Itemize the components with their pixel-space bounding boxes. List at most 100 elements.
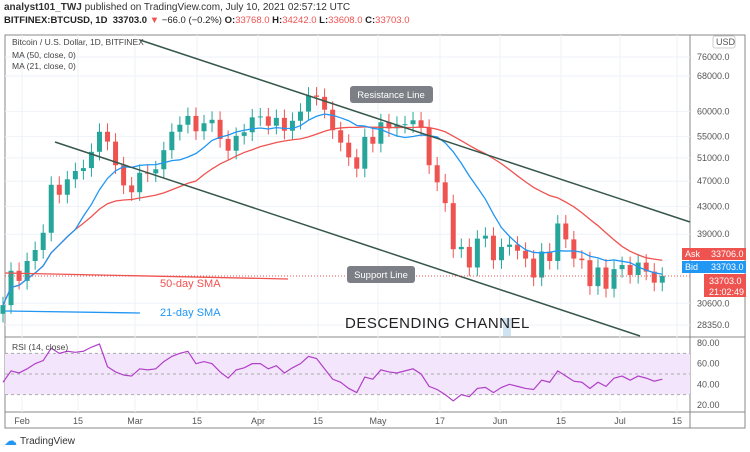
rsi-legend[interactable]: RSI (14, close) xyxy=(12,342,69,352)
rsi-tick: 20.00 xyxy=(697,400,720,410)
candle-body xyxy=(185,115,191,125)
last-price-value: 33703.0 xyxy=(709,276,742,286)
candle-body xyxy=(306,95,312,112)
last-price-tag xyxy=(704,274,746,297)
support-trendline xyxy=(54,141,641,337)
candle-body xyxy=(72,171,78,180)
candle-body xyxy=(426,127,432,166)
candle-body xyxy=(418,120,424,128)
candle-body xyxy=(555,223,561,261)
currency-label: USD xyxy=(716,37,736,47)
candle-body xyxy=(611,269,617,289)
candle-body xyxy=(482,235,488,239)
brand: TradingView xyxy=(20,435,76,447)
ma21-legend[interactable]: MA (21, close, 0) xyxy=(12,61,76,71)
ma50-line xyxy=(2,126,663,306)
bar-countdown: 21:02:49 xyxy=(709,287,744,297)
candle-body xyxy=(265,116,271,126)
rsi-line xyxy=(2,343,663,402)
candle-body xyxy=(281,117,287,131)
resistance-trendline xyxy=(139,39,691,223)
time-tick: 15 xyxy=(556,416,566,426)
time-tick: 15 xyxy=(73,416,83,426)
ma21-line xyxy=(2,113,663,306)
candle-body xyxy=(0,305,6,314)
sma50-label: 50-day SMA xyxy=(160,278,221,290)
candle-body xyxy=(40,232,46,250)
support-label: Support Line xyxy=(354,270,408,281)
candle-body xyxy=(579,258,585,261)
channel-label: DESCENDING CHANNEL xyxy=(345,315,530,332)
price-tick: 30600.0 xyxy=(697,298,730,308)
candle-body xyxy=(297,111,303,121)
candle-body xyxy=(402,124,408,126)
candle-body xyxy=(651,271,657,283)
candle-body xyxy=(603,267,609,289)
support-label-box xyxy=(347,266,415,283)
candle-body xyxy=(113,141,119,166)
time-tick: Apr xyxy=(251,416,265,426)
author[interactable]: analyst101_TWJ xyxy=(4,2,82,13)
bid-label: Bid xyxy=(685,262,698,272)
candle-body xyxy=(64,179,70,195)
candle-body xyxy=(523,250,529,259)
resistance-label-box xyxy=(350,86,433,103)
price-tick: 76000.0 xyxy=(697,52,730,62)
rsi-tick: 60.00 xyxy=(697,359,720,369)
highlight-box xyxy=(503,318,511,336)
publish-text: published on TradingView.com, July 10, 2… xyxy=(84,2,351,13)
candle-body xyxy=(659,275,665,283)
candle-body xyxy=(450,203,456,250)
candle-body xyxy=(498,246,504,261)
close: 33703.0 xyxy=(375,15,410,26)
candle-body xyxy=(129,185,135,193)
time-tick: 15 xyxy=(313,416,323,426)
candle-body xyxy=(394,124,400,129)
candle-body xyxy=(249,117,255,133)
candle-body xyxy=(225,138,231,151)
symbol: BITFINEX:BTCUSD, 1D xyxy=(4,15,108,26)
candle-body xyxy=(386,122,392,129)
candle-body xyxy=(571,239,577,259)
ask-tag xyxy=(682,248,708,260)
candle-body xyxy=(507,244,513,247)
candle-body xyxy=(193,115,199,132)
candle-body xyxy=(362,136,368,169)
ask-price-tag xyxy=(708,248,746,260)
down-arrow-icon: ▼ xyxy=(149,15,160,26)
candle-body xyxy=(330,109,336,131)
tradingview-logo[interactable]: ☁ TradingView xyxy=(4,433,75,449)
candle-body xyxy=(466,246,472,268)
candle-body xyxy=(434,165,440,183)
candle-body xyxy=(209,119,215,124)
time-tick: Jul xyxy=(614,416,626,426)
candle-body xyxy=(458,246,464,250)
candle-body xyxy=(161,150,167,170)
currency-badge xyxy=(712,35,736,49)
candle-body xyxy=(289,120,295,131)
time-tick: Feb xyxy=(14,416,30,426)
candle-body xyxy=(24,260,30,281)
candle-body xyxy=(80,168,86,172)
last-price: 33703.0 xyxy=(112,15,148,26)
candle-body xyxy=(201,123,207,132)
ma50-legend[interactable]: MA (50, close, 0) xyxy=(12,50,76,60)
candle-body xyxy=(153,169,159,174)
candle-body xyxy=(273,117,279,126)
price-tick: 47000.0 xyxy=(697,176,730,186)
price-tick: 60000.0 xyxy=(697,107,730,117)
price-tick: 43000.0 xyxy=(697,201,730,211)
candle-body xyxy=(531,258,537,278)
time-tick: May xyxy=(369,416,387,426)
candle-body xyxy=(121,165,127,186)
candle-body xyxy=(137,172,143,193)
chart-title: Bitcoin / U.S. Dollar, 1D, BITFINEX xyxy=(12,37,144,47)
time-tick: Jun xyxy=(493,416,508,426)
candle-body xyxy=(474,238,480,268)
candle-body xyxy=(314,95,320,97)
chart-frame xyxy=(4,34,746,429)
candle-body xyxy=(595,267,601,287)
candle-body xyxy=(619,265,625,270)
publish-info: analyst101_TWJ published on TradingView.… xyxy=(4,2,350,13)
